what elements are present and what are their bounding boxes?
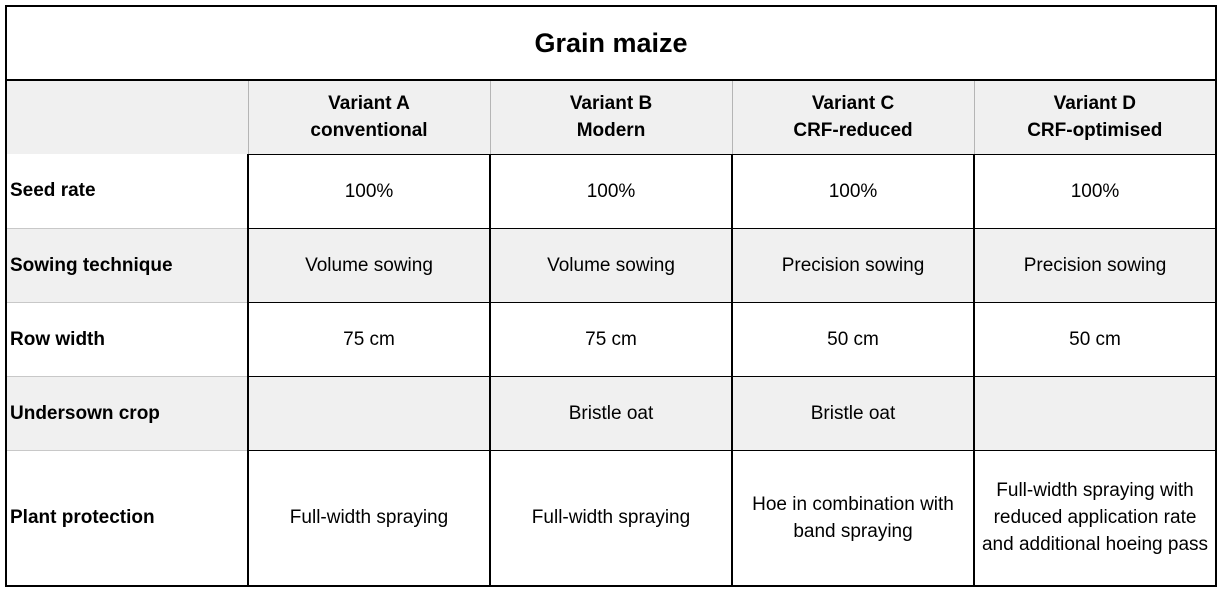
column-header-name: Variant D [1053, 93, 1136, 115]
table-cell: Full-width spraying [489, 449, 733, 587]
table-cell: Precision sowing [972, 227, 1218, 302]
table-cell: Precision sowing [731, 227, 975, 302]
table-cell [247, 375, 491, 450]
column-header-variant-b: Variant B Modern [490, 80, 733, 154]
table-cell: Full-width spraying with reduced applica… [972, 449, 1218, 587]
table-cell: Volume sowing [489, 227, 733, 302]
table-row-plant-protection: Plant protection Full-width spraying Ful… [5, 449, 1218, 587]
row-label: Sowing technique [5, 227, 248, 302]
column-header-name: Variant B [569, 93, 653, 115]
table-cell: 100% [972, 153, 1218, 228]
header-row: Variant A conventional Variant B Modern … [5, 80, 1218, 154]
column-header-variant-d: Variant D CRF-optimised [974, 80, 1218, 154]
table-cell: Volume sowing [247, 227, 491, 302]
table-cell: Bristle oat [489, 375, 733, 450]
column-header-subtitle: conventional [310, 120, 428, 142]
table-cell: Full-width spraying [247, 449, 491, 587]
row-label: Row width [5, 301, 248, 376]
table-row-undersown-crop: Undersown crop Bristle oat Bristle oat [5, 375, 1218, 450]
table-cell: 75 cm [247, 301, 491, 376]
column-header-subtitle: Modern [576, 120, 646, 142]
table-cell [972, 375, 1218, 450]
column-header-name: Variant C [811, 93, 895, 115]
table-cell: 50 cm [972, 301, 1218, 376]
table-title: Grain maize [4, 5, 1218, 81]
column-header-variant-a: Variant A conventional [248, 80, 491, 154]
table-cell: 100% [247, 153, 491, 228]
grain-maize-table: Grain maize Variant A conventional Varia… [4, 5, 1218, 587]
table-cell: 50 cm [731, 301, 975, 376]
row-label: Undersown crop [5, 375, 248, 450]
column-header-subtitle: CRF-optimised [1027, 120, 1163, 142]
column-header-subtitle: CRF-reduced [793, 120, 913, 142]
table-cell: 100% [489, 153, 733, 228]
column-header-variant-c: Variant C CRF-reduced [732, 80, 975, 154]
header-corner-cell [5, 80, 249, 154]
table-cell: 75 cm [489, 301, 733, 376]
table-cell: Hoe in combination with band spraying [731, 449, 975, 587]
table-row-row-width: Row width 75 cm 75 cm 50 cm 50 cm [5, 301, 1218, 376]
row-label: Plant protection [5, 449, 248, 587]
table-cell: 100% [731, 153, 975, 228]
table-cell: Bristle oat [731, 375, 975, 450]
table-row-sowing-technique: Sowing technique Volume sowing Volume so… [5, 227, 1218, 302]
title-row: Grain maize [4, 5, 1218, 81]
table-row-seed-rate: Seed rate 100% 100% 100% 100% [5, 153, 1218, 228]
column-header-name: Variant A [328, 93, 410, 115]
row-label: Seed rate [5, 154, 248, 228]
